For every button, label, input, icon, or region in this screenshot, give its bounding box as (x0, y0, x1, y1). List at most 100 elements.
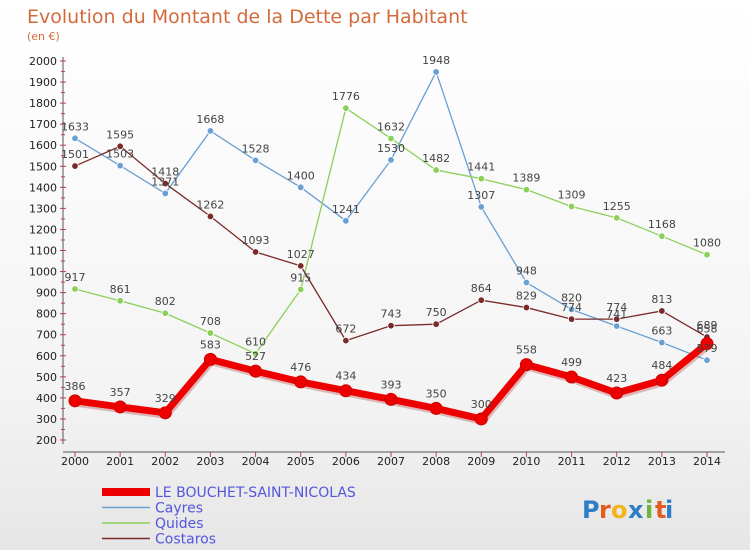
data-point (655, 373, 669, 387)
data-point (294, 375, 308, 389)
chart-title: Evolution du Montant de la Dette par Hab… (27, 6, 468, 28)
data-label: 802 (155, 295, 176, 308)
data-point (567, 315, 576, 323)
data-point (251, 349, 260, 358)
y-tick-label: 300 (36, 413, 57, 426)
data-point (206, 127, 215, 135)
data-point (116, 297, 124, 305)
data-label: 672 (335, 323, 356, 336)
data-point (522, 185, 531, 194)
y-tick-label: 1100 (29, 245, 57, 258)
data-point (68, 394, 82, 408)
data-point (251, 248, 260, 256)
data-label: 741 (606, 308, 627, 321)
data-point (161, 179, 169, 188)
data-point (342, 104, 350, 112)
data-point (429, 401, 443, 415)
x-tick-label: 2007 (377, 455, 405, 468)
logo-letter: P (582, 496, 600, 524)
data-label: 583 (200, 338, 221, 351)
data-label: 1093 (242, 234, 270, 247)
data-label: 1080 (693, 237, 721, 250)
data-point (613, 315, 621, 323)
data-point (567, 305, 576, 314)
x-tick-label: 2002 (151, 455, 179, 468)
chart-subtitle: (en €) (27, 30, 60, 43)
data-label: 1948 (422, 54, 450, 67)
y-tick-label: 1300 (29, 202, 57, 215)
data-point (206, 212, 215, 221)
axes: 200 300 400 500 600 700 800 900 1000 1100 1200 1300… (29, 55, 725, 468)
y-tick-label: 700 (36, 329, 57, 342)
data-label: 1371 (151, 175, 179, 188)
data-label: 393 (381, 378, 402, 391)
series-lines (68, 68, 714, 426)
data-label: 1262 (196, 198, 224, 211)
data-point (116, 142, 124, 150)
data-point (158, 406, 172, 420)
data-point (474, 412, 488, 426)
data-label: 663 (651, 325, 672, 338)
data-point (297, 285, 305, 294)
data-label: 434 (335, 370, 356, 383)
logo-letter: i (665, 496, 673, 524)
data-label: 829 (516, 290, 537, 303)
x-tick-label: 2011 (558, 455, 586, 468)
data-point (658, 307, 666, 315)
data-label: 1501 (61, 148, 89, 161)
data-point (71, 285, 79, 293)
data-label: 558 (516, 344, 537, 357)
data-point (384, 392, 398, 406)
y-tick-label: 1500 (29, 160, 57, 173)
data-label: 579 (697, 342, 718, 355)
data-label: 1482 (422, 152, 450, 165)
x-tick-label: 2000 (61, 455, 89, 468)
x-tick-label: 2006 (332, 455, 360, 468)
logo-letter: r (599, 496, 611, 524)
legend-label: LE BOUCHET-SAINT-NICOLAS (155, 485, 356, 501)
y-tick-label: 1900 (29, 76, 57, 89)
data-point (297, 183, 305, 192)
data-label: 423 (606, 372, 627, 385)
y-tick-label: 1800 (29, 97, 57, 110)
logo-letter: x (628, 496, 644, 524)
data-label: 527 (245, 350, 266, 363)
x-tick-label: 2012 (603, 455, 631, 468)
data-point (71, 162, 79, 170)
data-label: 1168 (648, 218, 676, 231)
logo-letter: i (645, 496, 653, 524)
data-label: 917 (65, 271, 86, 284)
x-tick-label: 2008 (422, 455, 450, 468)
x-tick-label: 2003 (196, 455, 224, 468)
logo-letter: t (655, 496, 666, 524)
data-label: 476 (290, 361, 311, 374)
data-point (432, 320, 440, 328)
data-point (522, 303, 531, 312)
data-label: 689 (697, 319, 718, 332)
data-point (565, 370, 579, 384)
data-label: 1400 (287, 169, 315, 182)
legend: LE BOUCHET-SAINT-NICOLASCayresQuidesCost… (102, 485, 356, 548)
data-label: 1632 (377, 120, 405, 133)
x-tick-label: 2004 (242, 455, 270, 468)
data-label: 610 (245, 336, 266, 349)
y-tick-label: 1200 (29, 223, 57, 236)
data-label: 1027 (287, 248, 315, 261)
data-point (203, 352, 217, 366)
data-label: 386 (65, 380, 86, 393)
data-point (249, 364, 263, 378)
data-point (658, 232, 666, 240)
y-tick-label: 2000 (29, 55, 57, 68)
data-point (161, 189, 169, 198)
y-tick-label: 200 (36, 434, 57, 447)
data-label: 774 (561, 301, 582, 314)
y-tick-label: 600 (36, 350, 57, 363)
data-point (297, 262, 305, 270)
data-point (613, 214, 621, 222)
y-tick-label: 1000 (29, 266, 57, 279)
data-point (613, 322, 621, 330)
data-label: 743 (381, 308, 402, 321)
data-label: 1633 (61, 120, 89, 133)
data-label: 357 (110, 386, 131, 399)
